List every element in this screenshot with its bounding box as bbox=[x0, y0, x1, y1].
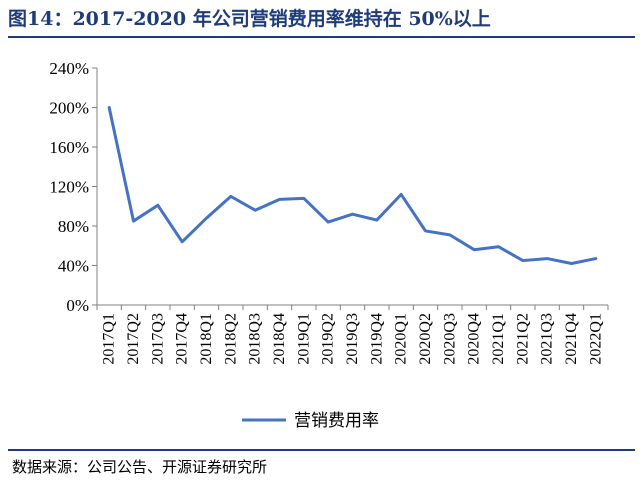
x-tick-label: 2019Q2 bbox=[320, 313, 337, 365]
series-line bbox=[107, 106, 598, 266]
legend: 营销费用率 bbox=[242, 411, 379, 430]
x-tick-label: 2020Q1 bbox=[393, 313, 410, 365]
x-tick-label: 2020Q4 bbox=[466, 313, 483, 365]
x-tick-label: 2019Q4 bbox=[368, 313, 385, 365]
x-tick-label: 2020Q3 bbox=[441, 313, 458, 365]
x-tick-label: 2018Q4 bbox=[271, 313, 288, 365]
x-axis: 2017Q1 2017Q2 2017Q3 2017Q4 2018Q1 2018Q2 2018… bbox=[96, 304, 609, 365]
x-tick-label: 2021Q4 bbox=[563, 313, 580, 365]
figure-title: 图14：2017-2020 年公司营销费用率维持在 50%以上 bbox=[8, 8, 491, 30]
line-chart: 0%40%80%120%160%200%240% 2017Q1 2017Q2 201… bbox=[49, 59, 609, 430]
x-tick-label: 2017Q4 bbox=[174, 313, 191, 365]
series-layer bbox=[107, 106, 598, 266]
source-note: 数据来源：公司公告、开源证券研究所 bbox=[12, 458, 268, 476]
y-tick-label: 80% bbox=[58, 217, 89, 236]
x-tick-label: 2017Q2 bbox=[125, 313, 142, 365]
x-tick-label: 2021Q2 bbox=[514, 313, 531, 365]
x-tick-label: 2017Q1 bbox=[101, 313, 118, 365]
source-divider bbox=[8, 449, 635, 451]
y-tick-label: 120% bbox=[49, 178, 89, 197]
y-tick-label: 160% bbox=[49, 138, 89, 157]
x-tick-label: 2019Q3 bbox=[344, 313, 361, 365]
x-tick-label: 2018Q3 bbox=[247, 313, 264, 365]
y-tick-label: 240% bbox=[49, 59, 89, 78]
title-divider bbox=[8, 36, 635, 38]
y-axis: 0% 40% 80% 120% 160% 200% 240% bbox=[49, 59, 98, 315]
y-tick-label: 200% bbox=[49, 99, 89, 118]
chart-area: 0% 40% 80% 120% 160% 200% 240% 2017Q1 2017Q2 201… bbox=[0, 40, 643, 440]
x-tick-label: 2017Q3 bbox=[149, 313, 166, 365]
y-tick-label: 0% bbox=[66, 296, 89, 315]
x-tick-label: 2019Q1 bbox=[295, 313, 312, 365]
x-tick-label: 2022Q1 bbox=[587, 313, 604, 365]
x-tick-label: 2018Q2 bbox=[222, 313, 239, 365]
x-tick-label: 2018Q1 bbox=[198, 313, 215, 365]
x-tick-label: 2021Q3 bbox=[539, 313, 556, 365]
legend-label: 营销费用率 bbox=[294, 411, 379, 430]
y-tick-label: 40% bbox=[58, 257, 89, 276]
x-tick-label: 2021Q1 bbox=[490, 313, 507, 365]
x-tick-label: 2020Q2 bbox=[417, 313, 434, 365]
